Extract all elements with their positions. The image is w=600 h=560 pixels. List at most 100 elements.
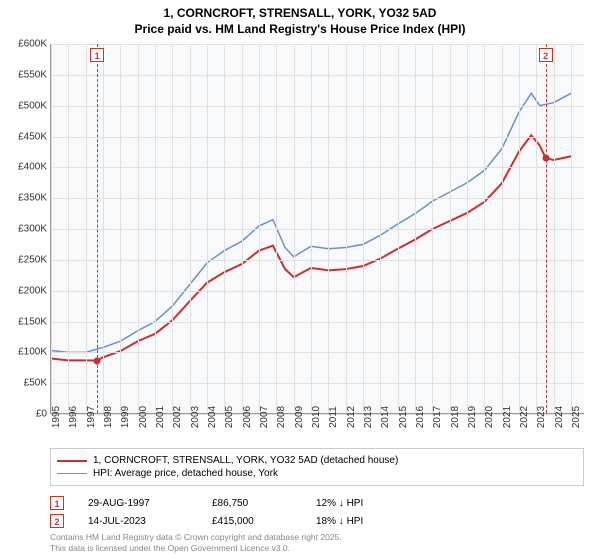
y-tick-label: £100K <box>18 347 47 358</box>
y-tick-label: £50K <box>24 378 47 389</box>
gridline-vertical <box>380 44 381 413</box>
legend-item: HPI: Average price, detached house, York <box>57 468 577 479</box>
gridline-horizontal <box>51 198 584 199</box>
x-tick-label: 2018 <box>450 406 461 428</box>
sale-delta: 12% ↓ HPI <box>316 498 406 509</box>
gridline-vertical <box>155 44 156 413</box>
x-tick-label: 1998 <box>103 406 114 428</box>
sale-row: 1 29-AUG-1997 £86,750 12% ↓ HPI <box>50 496 584 510</box>
gridline-vertical <box>190 44 191 413</box>
sale-marker-badge: 2 <box>50 514 64 528</box>
x-tick-label: 2010 <box>311 406 322 428</box>
x-tick-label: 1997 <box>86 406 97 428</box>
gridline-horizontal <box>51 291 584 292</box>
gridline-vertical <box>415 44 416 413</box>
x-tick-label: 2024 <box>554 406 565 428</box>
data-point <box>542 155 549 162</box>
sale-price: £415,000 <box>212 516 292 527</box>
plot-region: £0£50K£100K£150K£200K£250K£300K£350K£400… <box>50 44 584 414</box>
gridline-vertical <box>103 44 104 413</box>
sales-table: 1 29-AUG-1997 £86,750 12% ↓ HPI 2 14-JUL… <box>50 492 584 532</box>
chart-area: £0£50K£100K£150K£200K£250K£300K£350K£400… <box>50 44 584 414</box>
gridline-vertical <box>207 44 208 413</box>
marker-line <box>546 44 547 413</box>
gridline-horizontal <box>51 229 584 230</box>
sale-date: 29-AUG-1997 <box>88 498 188 509</box>
x-tick-label: 2012 <box>346 406 357 428</box>
footnote-line: Contains HM Land Registry data © Crown c… <box>50 532 584 543</box>
x-tick-label: 2009 <box>294 406 305 428</box>
x-tick-label: 1996 <box>68 406 79 428</box>
x-tick-label: 2016 <box>415 406 426 428</box>
gridline-vertical <box>138 44 139 413</box>
x-tick-label: 2017 <box>432 406 443 428</box>
gridline-horizontal <box>51 44 584 45</box>
x-tick-label: 2007 <box>259 406 270 428</box>
x-tick-label: 2001 <box>155 406 166 428</box>
title-line-2: Price paid vs. HM Land Registry's House … <box>0 22 600 38</box>
x-tick-label: 2025 <box>571 406 582 428</box>
x-tick-label: 2000 <box>138 406 149 428</box>
gridline-vertical <box>311 44 312 413</box>
x-tick-label: 2003 <box>190 406 201 428</box>
sale-date: 14-JUL-2023 <box>88 516 188 527</box>
footnote-line: This data is licensed under the Open Gov… <box>50 543 584 554</box>
x-tick-label: 2019 <box>467 406 478 428</box>
legend-swatch <box>57 460 87 462</box>
gridline-vertical <box>363 44 364 413</box>
x-tick-label: 2008 <box>276 406 287 428</box>
x-tick-label: 2021 <box>502 406 513 428</box>
gridline-vertical <box>554 44 555 413</box>
gridline-horizontal <box>51 75 584 76</box>
gridline-vertical <box>519 44 520 413</box>
y-tick-label: £550K <box>18 69 47 80</box>
gridline-vertical <box>86 44 87 413</box>
marker-badge: 2 <box>539 48 553 62</box>
x-tick-label: 2011 <box>328 406 339 428</box>
x-tick-label: 2002 <box>172 406 183 428</box>
legend-swatch <box>57 473 87 474</box>
gridline-vertical <box>432 44 433 413</box>
gridline-vertical <box>536 44 537 413</box>
y-tick-label: £450K <box>18 131 47 142</box>
gridline-vertical <box>502 44 503 413</box>
x-tick-label: 2022 <box>519 406 530 428</box>
legend: 1, CORNCROFT, STRENSALL, YORK, YO32 5AD … <box>50 448 584 486</box>
gridline-vertical <box>259 44 260 413</box>
gridline-vertical <box>51 44 52 413</box>
title-line-1: 1, CORNCROFT, STRENSALL, YORK, YO32 5AD <box>0 6 600 22</box>
gridline-horizontal <box>51 167 584 168</box>
x-tick-label: 2004 <box>207 406 218 428</box>
chart-container: 1, CORNCROFT, STRENSALL, YORK, YO32 5AD … <box>0 0 600 560</box>
gridline-vertical <box>68 44 69 413</box>
gridline-vertical <box>276 44 277 413</box>
y-tick-label: £150K <box>18 316 47 327</box>
legend-label: HPI: Average price, detached house, York <box>93 468 278 479</box>
y-tick-label: £200K <box>18 285 47 296</box>
gridline-vertical <box>450 44 451 413</box>
title-block: 1, CORNCROFT, STRENSALL, YORK, YO32 5AD … <box>0 0 600 37</box>
gridline-horizontal <box>51 352 584 353</box>
y-tick-label: £250K <box>18 254 47 265</box>
gridline-vertical <box>571 44 572 413</box>
gridline-vertical <box>120 44 121 413</box>
marker-badge: 1 <box>90 48 104 62</box>
gridline-vertical <box>398 44 399 413</box>
gridline-vertical <box>328 44 329 413</box>
x-tick-label: 1995 <box>51 406 62 428</box>
gridline-horizontal <box>51 137 584 138</box>
y-tick-label: £350K <box>18 193 47 204</box>
gridline-vertical <box>294 44 295 413</box>
x-tick-label: 2006 <box>242 406 253 428</box>
x-tick-label: 2014 <box>380 406 391 428</box>
gridline-horizontal <box>51 383 584 384</box>
sale-delta: 18% ↓ HPI <box>316 516 406 527</box>
x-tick-label: 2020 <box>484 406 495 428</box>
y-tick-label: £400K <box>18 162 47 173</box>
gridline-horizontal <box>51 106 584 107</box>
x-tick-label: 2005 <box>224 406 235 428</box>
gridline-horizontal <box>51 260 584 261</box>
footnote: Contains HM Land Registry data © Crown c… <box>50 532 584 554</box>
y-tick-label: £500K <box>18 100 47 111</box>
sale-price: £86,750 <box>212 498 292 509</box>
